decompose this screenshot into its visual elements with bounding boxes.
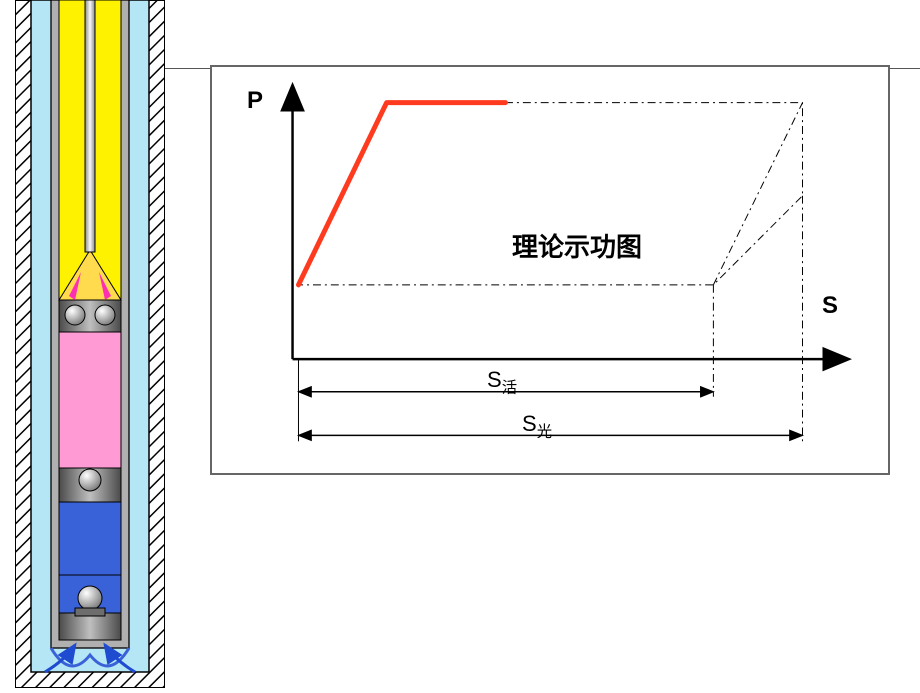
s-guang-label: S光 xyxy=(522,411,552,441)
pump-svg xyxy=(15,0,165,688)
slide-stage: P S 理论示功图 S活 S光 xyxy=(0,0,920,690)
y-axis-label: P xyxy=(247,87,263,115)
dynamometer-chart: P S 理论示功图 S活 S光 xyxy=(210,65,890,475)
x-axis-label: S xyxy=(822,292,838,320)
pump-diagram xyxy=(15,0,165,690)
s-guang-main: S xyxy=(522,411,537,436)
travelling-valve-ball-left xyxy=(65,305,85,325)
theoretical-curve xyxy=(298,103,505,285)
s-huo-label: S活 xyxy=(487,367,517,397)
travelling-valve-ball-right xyxy=(95,305,115,325)
s-guang-sub: 光 xyxy=(537,423,552,440)
standing-ball-seat xyxy=(75,608,105,616)
s-huo-main: S xyxy=(487,367,502,392)
plunger-body xyxy=(59,330,121,468)
ideal-card-diagonal xyxy=(713,103,802,285)
chart-title: 理论示功图 xyxy=(512,227,642,264)
travelling-valve-ball-lower xyxy=(79,469,101,491)
s-huo-sub: 活 xyxy=(502,379,517,396)
sucker-rod xyxy=(85,0,95,252)
standing-valve-ball xyxy=(78,586,102,610)
pump-chamber-lower xyxy=(59,500,121,575)
